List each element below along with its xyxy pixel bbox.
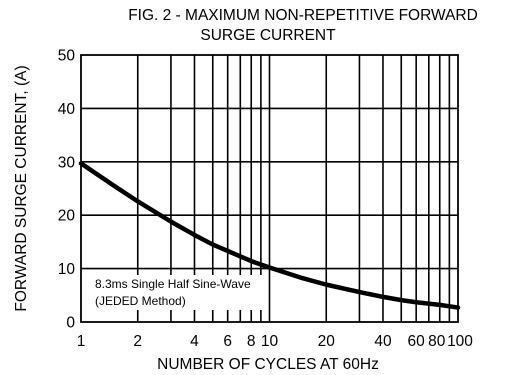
x-tick-label: 4	[190, 333, 199, 350]
x-tick-label: 20	[318, 333, 336, 350]
x-tick-label: 8	[247, 333, 256, 350]
x-tick-label: 80	[428, 333, 446, 350]
y-tick-label: 10	[58, 261, 76, 278]
x-tick-label: 40	[374, 333, 392, 350]
series-layer	[78, 161, 461, 310]
y-tick-label: 30	[58, 154, 76, 171]
x-tick-labels: 1 2 4 6 8 10 20 40 60 80 100	[77, 333, 474, 350]
x-axis-label: NUMBER OF CYCLES AT 60Hz	[157, 356, 379, 373]
x-tick-label: 60	[408, 333, 426, 350]
annotation-line-1: 8.3ms Single Half Sine-Wave	[95, 277, 251, 291]
x-tick-label: 2	[133, 333, 142, 350]
annotation-box	[82, 275, 266, 310]
y-axis-label: FORWARD SURGE CURRENT, (A)	[13, 65, 30, 311]
series-line-1	[78, 161, 461, 310]
x-tick-label: 6	[223, 333, 232, 350]
y-tick-label: 40	[58, 101, 76, 118]
plot-frame	[80, 54, 459, 323]
x-tick-label: 10	[261, 333, 279, 350]
y-tick-label: 50	[58, 48, 76, 65]
x-tick-label: 100	[447, 333, 473, 350]
y-tick-labels: 0 10 20 30 40 50	[58, 48, 76, 332]
y-tick-label: 0	[66, 315, 75, 332]
x-tick-label: 1	[77, 333, 86, 350]
y-tick-label: 20	[58, 208, 76, 225]
chart-title-line-1: FIG. 2 - MAXIMUM NON-REPETITIVE FORWARD	[128, 7, 478, 24]
chart-title-line-2: SURGE CURRENT	[200, 27, 336, 44]
annotation-line-2: (JEDED Method)	[95, 294, 186, 308]
